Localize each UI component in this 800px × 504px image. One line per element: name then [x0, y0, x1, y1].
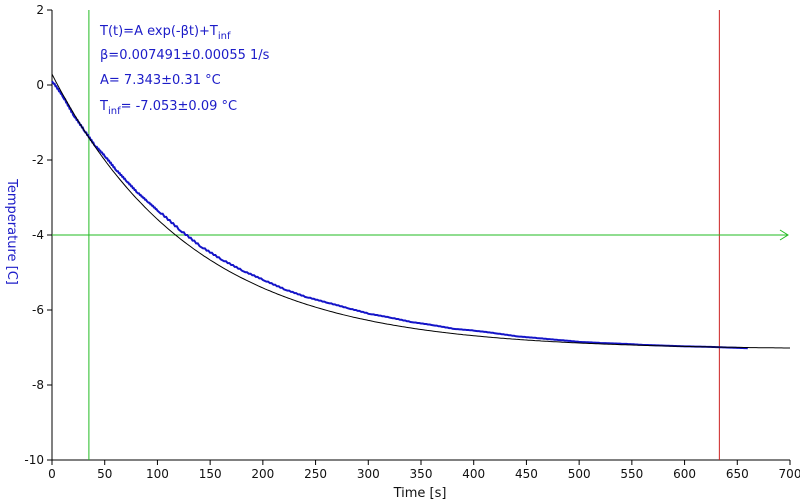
y-tick-label: -2 [32, 153, 44, 167]
x-tick-label: 400 [462, 467, 485, 481]
x-tick-label: 200 [251, 467, 274, 481]
x-tick-label: 250 [304, 467, 327, 481]
y-axis-label: Temperature [C] [4, 178, 19, 285]
temperature-data-line [51, 80, 748, 350]
green-line-arrowhead [779, 229, 789, 241]
annotation-tinf-main: T [99, 99, 108, 114]
y-tick-label: -8 [32, 378, 44, 392]
annotation-formula: T(t)=A exp(-βt)+Tinf [99, 24, 231, 42]
y-ticks: 2 0 -2 -4 -6 -8 -10 [24, 3, 52, 467]
y-tick-label: -6 [32, 303, 44, 317]
annotation-tinf-sub: inf [108, 106, 121, 117]
x-tick-label: 550 [620, 467, 643, 481]
annotation-tinf-value: = -7.053±0.09 °C [121, 99, 237, 114]
y-tick-label: -10 [24, 453, 44, 467]
x-tick-label: 600 [673, 467, 696, 481]
x-tick-label: 450 [515, 467, 538, 481]
y-tick-label: 2 [36, 3, 44, 17]
x-tick-label: 700 [779, 467, 800, 481]
x-axis-label: Time [s] [393, 486, 447, 501]
x-tick-label: 150 [199, 467, 222, 481]
fit-curve [51, 73, 790, 349]
reference-lines [52, 10, 789, 460]
x-tick-label: 500 [568, 467, 591, 481]
data-series [51, 80, 748, 350]
x-tick-label: 50 [97, 467, 112, 481]
annotation-formula-sub: inf [218, 31, 231, 42]
x-tick-label: 350 [410, 467, 433, 481]
y-tick-label: -4 [32, 228, 44, 242]
x-tick-label: 0 [48, 467, 56, 481]
annotation-tinf: Tinf= -7.053±0.09 °C [99, 99, 237, 117]
annotation-formula-main: T(t)=A exp(-βt)+T [99, 24, 218, 39]
fit-line [51, 73, 790, 349]
x-tick-label: 100 [146, 467, 169, 481]
annotation-amplitude: A= 7.343±0.31 °C [100, 73, 221, 88]
x-tick-label: 300 [357, 467, 380, 481]
y-tick-label: 0 [36, 78, 44, 92]
x-ticks: 0 50 100 150 200 250 300 350 400 450 500 550 600 650 7… [48, 460, 800, 481]
annotation-beta: β=0.007491±0.00055 1/s [100, 48, 270, 63]
x-tick-label: 650 [726, 467, 749, 481]
